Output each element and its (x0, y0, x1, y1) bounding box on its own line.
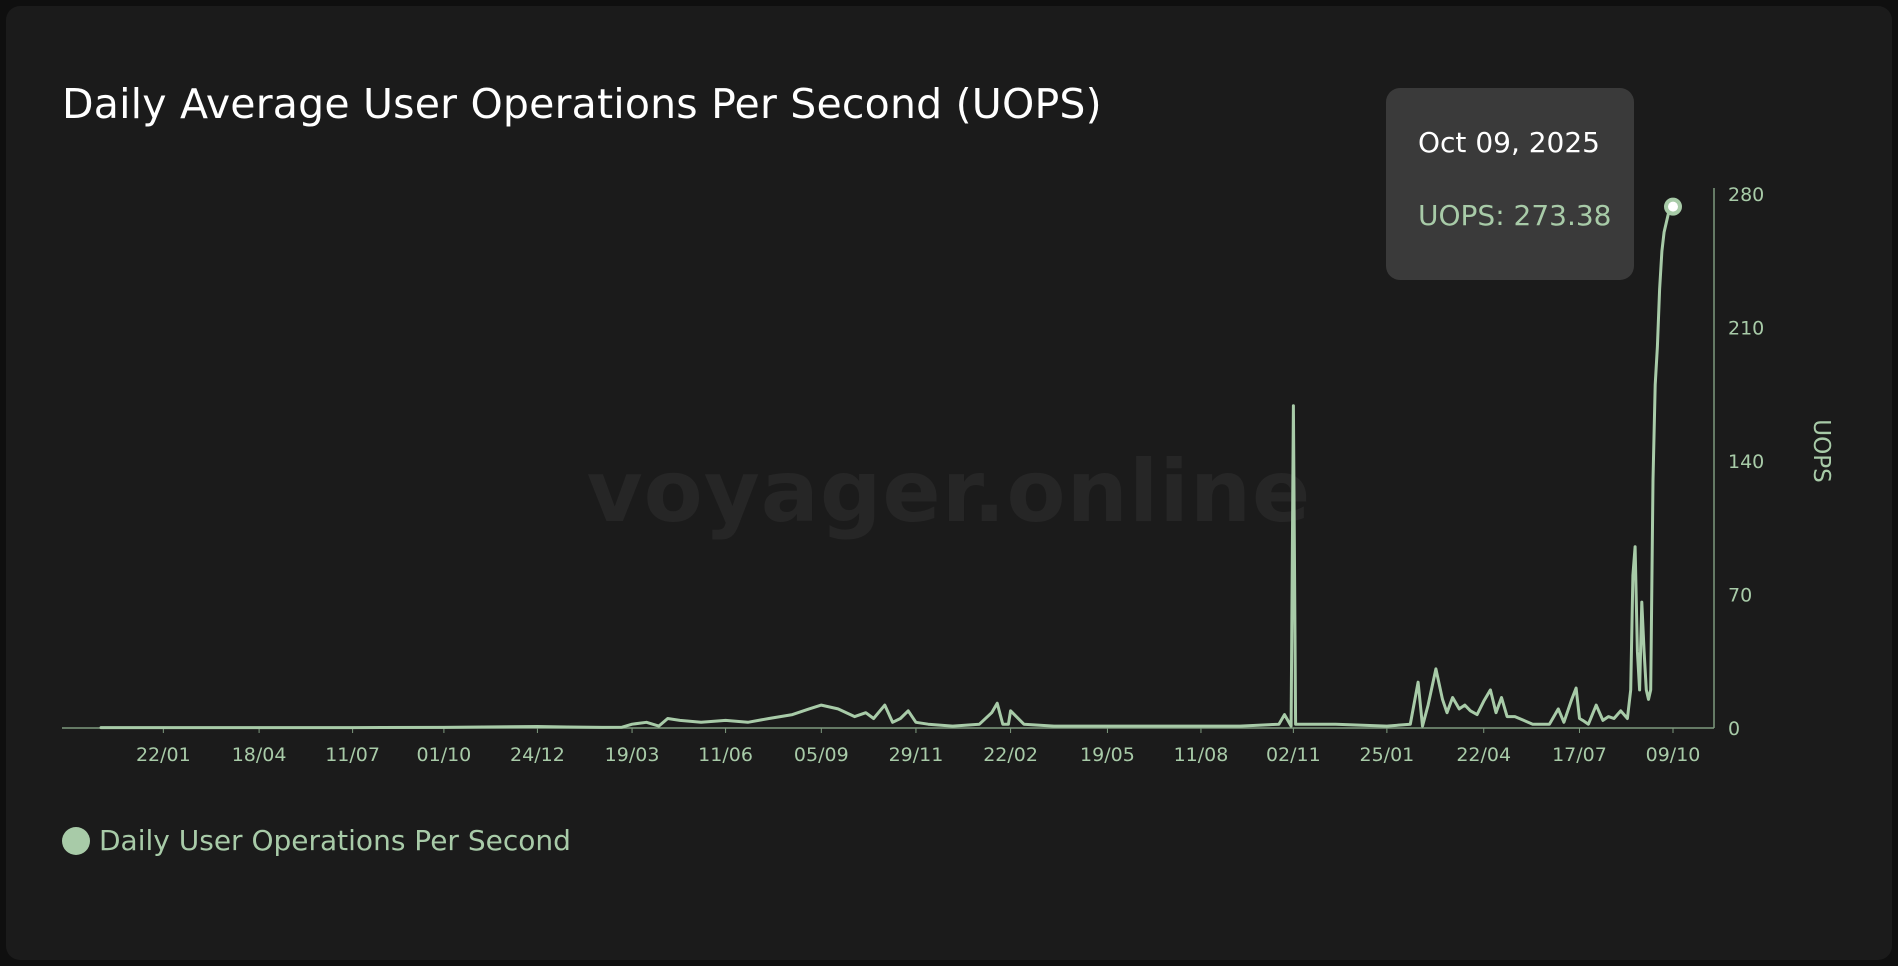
x-tick-label: 22/02 (983, 744, 1038, 766)
chart-card: Daily Average User Operations Per Second… (6, 6, 1892, 960)
uops-line-chart: 22/01 18/04 11/07 01/10 24/12 19/03 11/06 05/09… (62, 184, 1834, 766)
x-tick-label: 24/12 (510, 744, 565, 766)
x-tick-label: 17/07 (1552, 744, 1607, 766)
x-tick-label: 11/07 (325, 744, 380, 766)
y-tick-label: 140 (1728, 451, 1764, 473)
legend[interactable]: Daily User Operations Per Second (62, 824, 571, 857)
x-axis-ticks: 22/01 18/04 11/07 01/10 24/12 19/03 11/06 05/09… (136, 728, 1700, 766)
highlight-point[interactable] (1664, 197, 1682, 216)
tooltip-date: Oct 09, 2025 (1418, 126, 1600, 159)
x-tick-label: 22/01 (136, 744, 191, 766)
y-axis-ticks: 0 70 140 210 280 (1728, 184, 1764, 740)
x-tick-label: 01/10 (417, 744, 472, 766)
x-tick-label: 05/09 (794, 744, 849, 766)
x-tick-label: 29/11 (889, 744, 944, 766)
tooltip-value: UOPS: 273.38 (1418, 199, 1612, 232)
x-tick-label: 25/01 (1359, 744, 1414, 766)
y-tick-label: 70 (1728, 585, 1752, 607)
y-axis-title: UOPS (1808, 419, 1834, 482)
x-tick-label: 19/03 (605, 744, 660, 766)
x-tick-label: 11/06 (698, 744, 753, 766)
chart-title: Daily Average User Operations Per Second… (62, 80, 1102, 128)
series-line[interactable] (99, 205, 1675, 730)
y-tick-label: 0 (1728, 718, 1740, 740)
x-tick-label: 09/10 (1646, 744, 1701, 766)
legend-swatch-icon (62, 826, 90, 855)
x-tick-label: 11/08 (1174, 744, 1229, 766)
tooltip: Oct 09, 2025 UOPS: 273.38 (1386, 88, 1634, 280)
x-tick-label: 19/05 (1080, 744, 1135, 766)
x-tick-label: 02/11 (1266, 744, 1321, 766)
legend-label: Daily User Operations Per Second (99, 824, 571, 857)
x-tick-label: 22/04 (1456, 744, 1511, 766)
y-tick-label: 210 (1728, 318, 1764, 340)
x-tick-label: 18/04 (232, 744, 287, 766)
y-tick-label: 280 (1728, 184, 1764, 206)
